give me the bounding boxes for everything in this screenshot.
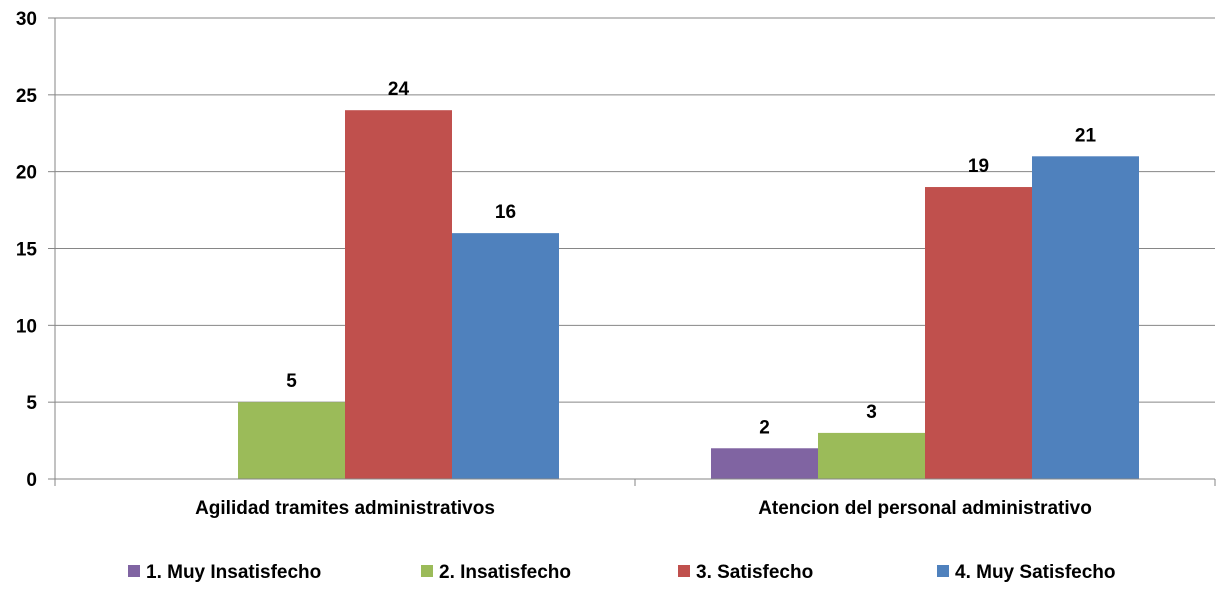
legend-swatch — [128, 565, 140, 577]
legend-swatch — [678, 565, 690, 577]
y-tick-label: 25 — [16, 86, 38, 107]
data-label: 2 — [759, 417, 770, 438]
data-label: 24 — [388, 79, 410, 100]
legend-label: 3. Satisfecho — [696, 562, 813, 583]
legend-label: 2. Insatisfecho — [439, 562, 571, 583]
bar — [1032, 156, 1139, 480]
bars — [238, 110, 1139, 480]
y-tick-label: 20 — [16, 163, 37, 184]
y-tick-label: 5 — [26, 393, 37, 414]
x-category-label: Agilidad tramites administrativos — [195, 498, 495, 519]
data-label: 19 — [968, 156, 989, 177]
y-tick-label: 10 — [16, 316, 37, 337]
bar — [925, 187, 1032, 480]
legend-label: 4. Muy Satisfecho — [955, 562, 1116, 583]
bar — [238, 402, 345, 479]
y-tick-label: 0 — [26, 470, 37, 491]
legend-swatch — [937, 565, 949, 577]
legend-swatch — [421, 565, 433, 577]
bar — [345, 110, 452, 479]
y-tick-label: 30 — [16, 9, 37, 30]
data-label: 5 — [286, 371, 297, 392]
data-labels: 5 24 16 2 3 19 21 — [286, 79, 1096, 438]
data-label: 3 — [866, 402, 877, 423]
bar — [452, 233, 559, 479]
data-label: 16 — [495, 202, 516, 223]
legend: 1. Muy Insatisfecho 2. Insatisfecho 3. Sat… — [128, 562, 1116, 583]
bar — [711, 448, 818, 479]
bar — [818, 432, 925, 479]
legend-label: 1. Muy Insatisfecho — [146, 562, 321, 583]
x-category-label: Atencion del personal administrativo — [758, 498, 1092, 519]
data-label: 21 — [1075, 125, 1097, 146]
y-tick-label: 15 — [16, 240, 38, 261]
